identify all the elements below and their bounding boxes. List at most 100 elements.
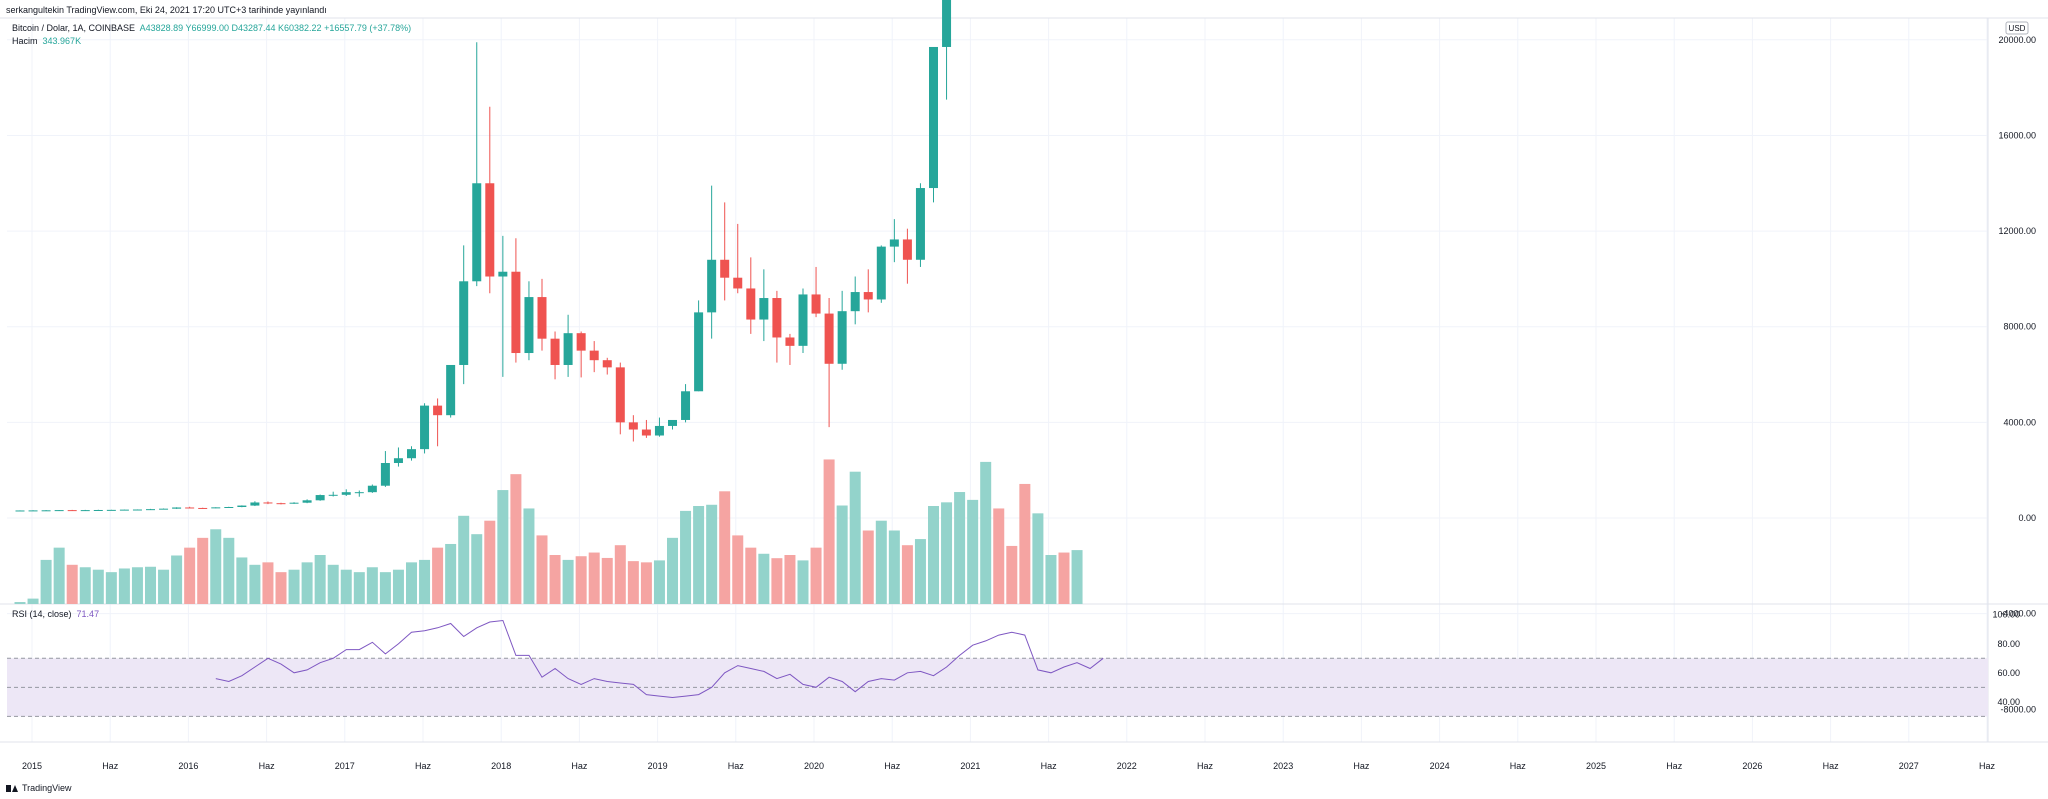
price-tick-label: -4000.00: [2000, 609, 2036, 619]
volume-bar: [131, 567, 143, 604]
volume-label: Hacim: [12, 36, 38, 46]
time-tick-label: Haz: [1823, 761, 1840, 771]
time-tick-label: Haz: [102, 761, 119, 771]
rsi-axis: 100.00 80.00 60.00 40.00: [1992, 610, 2020, 707]
volume-bar: [797, 560, 809, 604]
volume-bar: [1045, 555, 1057, 604]
volume-bar: [849, 471, 861, 604]
volume-bar: [14, 602, 26, 604]
price-tick-label: 0.00: [2018, 513, 2036, 523]
candle-body: [446, 364, 456, 416]
volume-bar: [941, 502, 953, 604]
time-tick-label: 2018: [491, 761, 511, 771]
candle-body: [367, 485, 377, 493]
candle-body: [746, 288, 756, 320]
candle-body: [511, 271, 521, 354]
volume-bar: [875, 520, 887, 604]
candle-body: [772, 298, 782, 338]
candle-body: [393, 458, 403, 464]
candle-body: [641, 429, 651, 436]
volume-bar: [928, 506, 939, 604]
candle-body: [550, 338, 560, 365]
candle-body: [146, 509, 155, 511]
volume-bar: [392, 569, 404, 604]
rsi-tick-label: 80.00: [1997, 639, 2020, 649]
time-tick-label: Haz: [1510, 761, 1527, 771]
candle-body: [250, 502, 260, 506]
candle-body: [615, 367, 625, 423]
candle-body: [942, 0, 952, 47]
volume-bar: [210, 529, 222, 604]
time-tick-label: 2022: [1117, 761, 1137, 771]
volume-bar: [627, 561, 639, 604]
volume-bar: [993, 508, 1005, 604]
rsi-value: 71.47: [76, 609, 100, 619]
time-tick-label: 2016: [178, 761, 198, 771]
candle-body: [106, 509, 116, 511]
volume-bar: [406, 562, 417, 604]
volume-bar: [79, 567, 91, 604]
volume-bar: [862, 530, 874, 604]
time-tick-label: Haz: [1666, 761, 1683, 771]
volume-bar: [536, 535, 548, 604]
candle-body: [628, 422, 638, 430]
volume-bar: [745, 547, 757, 604]
time-tick-label: 2024: [1430, 761, 1450, 771]
candle-body: [407, 449, 416, 459]
time-tick-label: Haz: [1041, 761, 1058, 771]
candle-body: [876, 246, 886, 300]
volume-bar: [706, 504, 718, 604]
rsi-tick-label: 40.00: [1997, 697, 2020, 707]
currency-box-frame: [2005, 21, 2029, 35]
volume-bar: [458, 515, 470, 604]
volume-bar: [680, 510, 692, 604]
candle-body: [328, 494, 338, 496]
volume-bar: [967, 499, 979, 604]
time-tick-label: 2015: [22, 761, 42, 771]
candle-body: [537, 297, 547, 339]
candle-body: [576, 333, 586, 351]
volume-bar: [66, 564, 78, 604]
candle-body: [433, 405, 443, 416]
candle-body: [119, 509, 129, 511]
brand-name: TradingView: [22, 783, 72, 793]
candle-body: [159, 508, 169, 510]
candle-body: [354, 492, 364, 494]
volume-bar: [693, 506, 705, 604]
candle-body: [302, 500, 312, 503]
candles: [15, 0, 952, 512]
price-axis: 80000.0076000.0072000.0068000.0064000.00…: [1998, 21, 2036, 714]
candle-body: [524, 297, 534, 354]
symbol-legend: Bitcoin / Dolar, 1A, COINBASE A43828.89 …: [12, 23, 411, 33]
time-tick-label: Haz: [259, 761, 276, 771]
rsi-tick-label: 60.00: [1997, 668, 2020, 678]
candle-body: [211, 507, 221, 509]
time-tick-label: 2023: [1273, 761, 1293, 771]
brand-logo[interactable]: TradingView: [6, 783, 72, 793]
volume-bar: [588, 552, 600, 604]
candle-body: [668, 419, 677, 426]
volume-bar: [353, 572, 365, 604]
candle-body: [707, 259, 717, 313]
time-tick-label: 2020: [804, 761, 824, 771]
tradingview-icon: [6, 784, 18, 792]
candle-body: [850, 292, 860, 312]
volume-bar: [379, 572, 391, 604]
volume-bar: [366, 567, 378, 604]
rsi-line: [215, 619, 1104, 699]
volume-legend: Hacim 343.967K: [12, 36, 81, 46]
candle-body: [315, 495, 325, 501]
time-tick-label: Haz: [1979, 761, 1996, 771]
price-tick-label: 12000.00: [1998, 226, 2036, 236]
volume-bar: [640, 562, 652, 604]
volume-bar: [53, 547, 65, 604]
volume-bar: [1071, 550, 1083, 604]
candle-body: [654, 425, 664, 436]
volume-bar: [1006, 545, 1018, 604]
time-tick-label: 2025: [1586, 761, 1606, 771]
volume-bar: [732, 535, 744, 604]
volume-value: 343.967K: [42, 36, 82, 46]
candle-body: [863, 292, 873, 300]
candle-body: [237, 505, 247, 508]
